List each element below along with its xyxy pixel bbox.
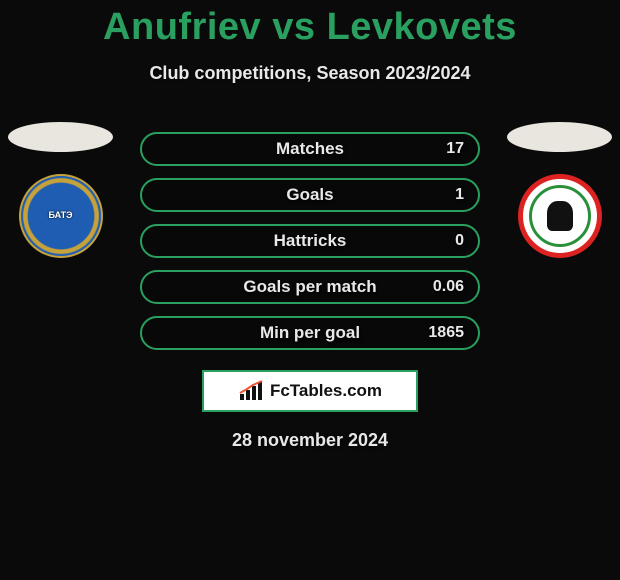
stat-value-right: 17: [446, 140, 464, 158]
subtitle: Club competitions, Season 2023/2024: [0, 63, 620, 84]
bar-chart-icon: [238, 380, 264, 402]
stat-value-right: 0.06: [433, 278, 464, 296]
stats-table: Matches 17 Goals 1 Hattricks 0 Goals per…: [140, 132, 480, 350]
stat-label: Matches: [276, 139, 344, 159]
stat-value-right: 1: [455, 186, 464, 204]
stat-value-right: 0: [455, 232, 464, 250]
branding-link[interactable]: FcTables.com: [202, 370, 418, 412]
branding-text: FcTables.com: [270, 381, 382, 401]
club-badge-right: [518, 174, 602, 258]
comparison-card: Anufriev vs Levkovets Club competitions,…: [0, 0, 620, 451]
player-left-photo-placeholder: [8, 122, 113, 152]
stat-row-goals-per-match: Goals per match 0.06: [140, 270, 480, 304]
player-right: [507, 122, 612, 258]
stat-label: Hattricks: [274, 231, 347, 251]
stat-label: Min per goal: [260, 323, 360, 343]
stat-row-hattricks: Hattricks 0: [140, 224, 480, 258]
stat-label: Goals: [286, 185, 333, 205]
player-right-photo-placeholder: [507, 122, 612, 152]
stat-label: Goals per match: [243, 277, 376, 297]
stat-row-matches: Matches 17: [140, 132, 480, 166]
page-title: Anufriev vs Levkovets: [0, 0, 620, 49]
stat-value-right: 1865: [428, 324, 464, 342]
club-badge-left-label: БАТЭ: [48, 211, 72, 221]
club-badge-left: БАТЭ: [19, 174, 103, 258]
bear-icon: [547, 201, 573, 231]
date-label: 28 november 2024: [0, 430, 620, 451]
player-left: БАТЭ: [8, 122, 113, 258]
stat-row-min-per-goal: Min per goal 1865: [140, 316, 480, 350]
stat-row-goals: Goals 1: [140, 178, 480, 212]
